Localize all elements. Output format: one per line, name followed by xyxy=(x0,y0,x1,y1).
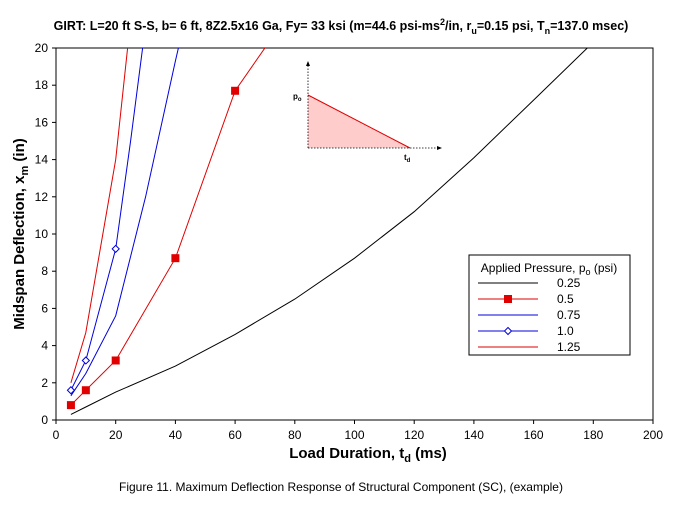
y-tick-label: 0 xyxy=(41,413,48,427)
x-axis-label: Load Duration, td (ms) xyxy=(289,445,447,465)
y-tick-label: 10 xyxy=(35,227,49,241)
series-point-1.0 xyxy=(66,386,76,395)
legend-marker-0.5 xyxy=(504,295,512,303)
y-axis-label: Midspan Deflection, xm (in) xyxy=(11,138,31,329)
x-tick-label: 80 xyxy=(288,428,302,442)
y-tick-label: 12 xyxy=(35,190,49,204)
x-tick-label: 120 xyxy=(404,428,424,442)
legend: Applied Pressure, po (psi) 0.25 0.5 0.75 1.… xyxy=(468,254,631,356)
legend-label-1.25: 1.25 xyxy=(557,340,581,354)
series-line-0.75 xyxy=(70,48,179,397)
y-tick-label: 20 xyxy=(35,41,49,55)
x-tick-label: 140 xyxy=(464,428,484,442)
x-tick-label: 180 xyxy=(583,428,603,442)
legend-label-0.25: 0.25 xyxy=(557,276,581,290)
inset-x-arrow xyxy=(437,146,442,150)
legend-label-1.0: 1.0 xyxy=(557,324,574,338)
series-line-0.25 xyxy=(70,48,588,415)
y-tick-label: 16 xyxy=(35,115,49,129)
inset-y-arrow xyxy=(306,61,310,66)
x-tick-label: 20 xyxy=(109,428,123,442)
plot-area xyxy=(55,47,654,421)
y-tick-label: 4 xyxy=(41,339,48,353)
y-tick-label: 6 xyxy=(41,301,48,315)
series-point-1.0 xyxy=(81,356,91,365)
x-tick-label: 160 xyxy=(524,428,544,442)
y-tick-label: 2 xyxy=(41,376,48,390)
inset-pressure-label: po xyxy=(293,92,302,103)
series-point-0.5 xyxy=(171,254,180,263)
series-line-1.25 xyxy=(70,48,129,383)
series-point-0.5 xyxy=(231,86,240,95)
x-tick-label: 60 xyxy=(228,428,242,442)
y-tick-label: 8 xyxy=(41,264,48,278)
legend-box xyxy=(468,254,631,356)
series-point-0.5 xyxy=(66,401,75,410)
figure-caption: Figure 11. Maximum Deflection Response o… xyxy=(119,480,563,494)
chart-title: GIRT: L=20 ft S-S, b= 6 ft, 8Z2.5x16 Ga,… xyxy=(54,17,629,36)
series-point-1.0 xyxy=(111,244,120,254)
x-tick-label: 100 xyxy=(344,428,364,442)
series-point-0.5 xyxy=(81,386,90,395)
inset-pulse-diagram: po td xyxy=(293,61,442,164)
x-tick-label: 0 xyxy=(53,428,60,442)
legend-label-0.75: 0.75 xyxy=(557,308,581,322)
x-tick-label: 200 xyxy=(643,428,663,442)
y-tick-label: 18 xyxy=(35,78,49,92)
series-point-0.5 xyxy=(111,356,120,365)
y-tick-label: 14 xyxy=(35,153,49,167)
inset-pulse-edge xyxy=(307,94,411,149)
inset-duration-label: td xyxy=(404,153,411,164)
legend-marker-1.0 xyxy=(503,326,513,336)
legend-label-0.5: 0.5 xyxy=(557,292,574,306)
chart: GIRT: L=20 ft S-S, b= 6 ft, 8Z2.5x16 Ga,… xyxy=(11,17,663,465)
x-tick-label: 40 xyxy=(169,428,183,442)
legend-title: Applied Pressure, po (psi) xyxy=(481,261,617,277)
